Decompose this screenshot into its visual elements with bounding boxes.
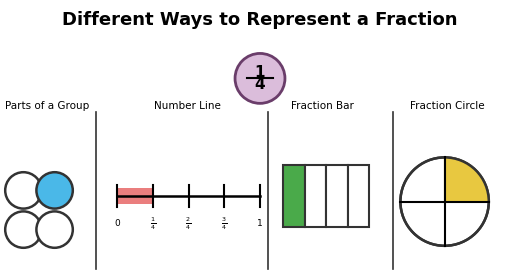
Text: Parts of a Group: Parts of a Group (5, 101, 89, 111)
Text: 4: 4 (255, 77, 265, 92)
Text: Fraction Circle: Fraction Circle (410, 101, 485, 111)
Text: 0: 0 (114, 220, 120, 228)
Text: $\frac{2}{4}$: $\frac{2}{4}$ (186, 216, 191, 232)
Bar (327, 165, 348, 227)
Ellipse shape (5, 211, 42, 248)
Ellipse shape (5, 172, 42, 209)
Text: 1: 1 (255, 65, 265, 80)
Text: $\frac{3}{4}$: $\frac{3}{4}$ (221, 216, 227, 232)
Text: $\frac{1}{4}$: $\frac{1}{4}$ (150, 216, 156, 232)
Bar (348, 165, 369, 227)
Text: 1: 1 (257, 220, 263, 228)
Text: Number Line: Number Line (154, 101, 220, 111)
Ellipse shape (36, 172, 73, 209)
Polygon shape (445, 157, 489, 202)
Ellipse shape (400, 157, 489, 246)
Ellipse shape (36, 211, 73, 248)
Text: Fraction Bar: Fraction Bar (291, 101, 354, 111)
Bar (283, 165, 305, 227)
Bar (117, 188, 153, 204)
Ellipse shape (235, 53, 285, 103)
Bar (305, 165, 327, 227)
Text: Different Ways to Represent a Fraction: Different Ways to Represent a Fraction (62, 11, 458, 29)
